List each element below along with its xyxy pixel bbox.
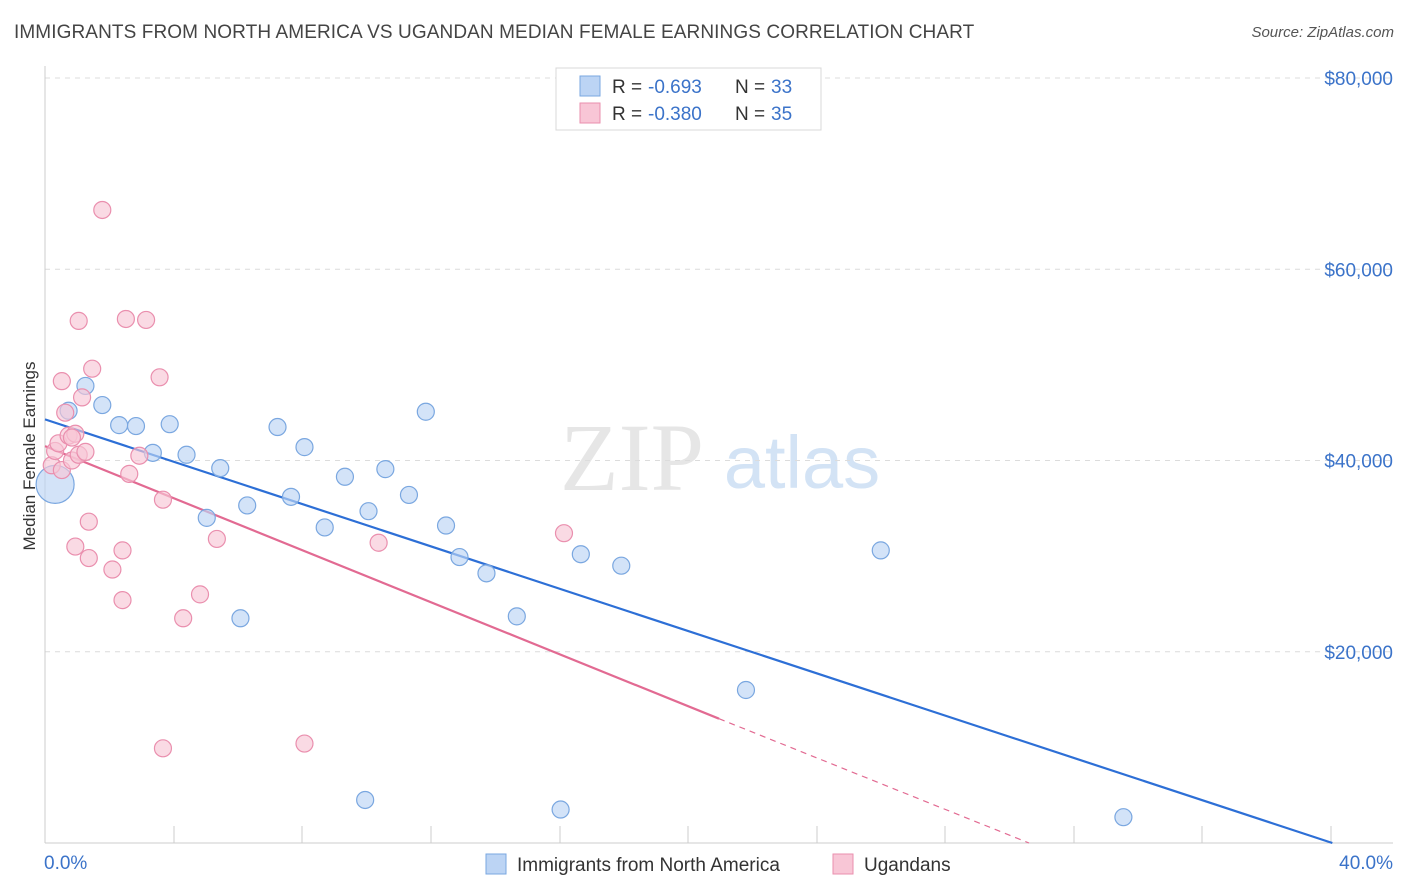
series-legend-swatch-blue — [485, 853, 507, 875]
series-legend-swatch-pink — [832, 853, 854, 875]
correlation-legend: R = -0.693 N = 33 R = -0.380 N = 35 — [555, 67, 822, 131]
point-north-america — [359, 502, 378, 521]
point-north-america — [477, 564, 496, 583]
point-ugandans — [93, 200, 112, 220]
point-ugandans — [130, 446, 149, 465]
chart-title: IMMIGRANTS FROM NORTH AMERICA VS UGANDAN… — [14, 22, 975, 43]
legend-n-value-2: 35 — [771, 104, 792, 125]
y-tick-label: $40,000 — [1324, 452, 1393, 473]
point-north-america — [197, 508, 216, 527]
y-tick-label: $20,000 — [1324, 643, 1393, 664]
point-ugandans — [66, 537, 85, 556]
point-ugandans — [52, 372, 71, 391]
point-ugandans — [56, 403, 75, 422]
point-ugandans — [62, 428, 82, 447]
series-legend: Immigrants from North America Ugandans — [485, 853, 951, 876]
legend-r-value-1: -0.693 — [648, 77, 702, 98]
source-note: Source: ZipAtlas.com — [1251, 24, 1394, 41]
point-ugandans — [72, 388, 92, 407]
point-ugandans — [76, 442, 95, 461]
axes: 0.0% 40.0% — [44, 66, 1393, 874]
point-ugandans — [137, 310, 156, 330]
point-north-america — [93, 395, 112, 415]
point-ugandans — [150, 368, 169, 387]
series-legend-label-blue: Immigrants from North America — [517, 855, 780, 876]
point-north-america — [295, 438, 314, 457]
point-ugandans — [190, 585, 210, 604]
watermark-zip: ZIP — [560, 404, 704, 511]
point-north-america — [571, 545, 590, 564]
x-tick-label-min: 0.0% — [44, 853, 87, 874]
point-north-america — [416, 402, 435, 421]
point-ugandans — [207, 529, 226, 549]
point-north-america — [399, 485, 419, 505]
legend-r-value-2: -0.380 — [648, 104, 702, 125]
point-north-america — [436, 516, 456, 535]
legend-swatch-pink — [579, 102, 601, 124]
point-north-america — [126, 416, 146, 436]
legend-r-label-2: R = — [612, 104, 642, 125]
point-ugandans — [153, 490, 173, 509]
grid-lines: $20,000 $40,000 $60,000 $80,000 — [45, 69, 1393, 664]
point-ugandans — [69, 311, 88, 330]
point-north-america — [871, 541, 890, 560]
point-north-america — [335, 467, 355, 486]
legend-swatch-blue — [579, 75, 601, 97]
point-north-america — [736, 680, 756, 700]
x-tick-label-max: 40.0% — [1339, 853, 1393, 874]
point-north-america — [356, 790, 375, 810]
point-north-america — [177, 445, 196, 464]
point-ugandans — [153, 739, 173, 758]
point-north-america — [160, 415, 179, 434]
legend-r-label-1: R = — [612, 77, 642, 98]
point-north-america — [238, 496, 257, 515]
point-north-america — [110, 416, 129, 435]
point-ugandans — [295, 734, 314, 753]
trend-line-ugandans-extrapolated — [718, 718, 1030, 844]
point-ugandans — [79, 512, 98, 531]
point-north-america — [551, 800, 570, 819]
watermark-atlas: atlas — [724, 421, 880, 504]
point-north-america — [612, 556, 631, 575]
point-north-america — [376, 460, 395, 479]
y-tick-label: $60,000 — [1324, 260, 1393, 281]
point-north-america — [450, 547, 469, 567]
trend-line-ugandans — [44, 445, 720, 720]
point-ugandans — [554, 524, 574, 543]
point-ugandans — [369, 533, 388, 552]
y-tick-label: $80,000 — [1324, 69, 1393, 90]
point-ugandans — [116, 309, 135, 329]
point-ugandans — [120, 464, 139, 483]
trend-lines — [44, 418, 1333, 845]
point-north-america — [1114, 808, 1133, 827]
data-points — [35, 200, 1133, 827]
point-north-america — [315, 518, 334, 537]
series-legend-label-pink: Ugandans — [864, 855, 951, 876]
point-north-america — [268, 417, 287, 437]
point-ugandans — [103, 560, 122, 579]
point-ugandans — [113, 541, 132, 560]
point-ugandans — [83, 359, 102, 378]
point-north-america — [211, 459, 230, 478]
legend-n-label-2: N = — [735, 104, 765, 125]
point-ugandans — [174, 609, 193, 628]
point-north-america — [281, 487, 301, 506]
point-ugandans — [79, 548, 98, 568]
trend-line-north-america — [44, 418, 1333, 845]
legend-n-label-1: N = — [735, 77, 765, 98]
point-north-america — [231, 609, 250, 628]
point-ugandans — [113, 591, 132, 610]
legend-n-value-1: 33 — [771, 77, 792, 98]
point-north-america — [507, 607, 526, 626]
